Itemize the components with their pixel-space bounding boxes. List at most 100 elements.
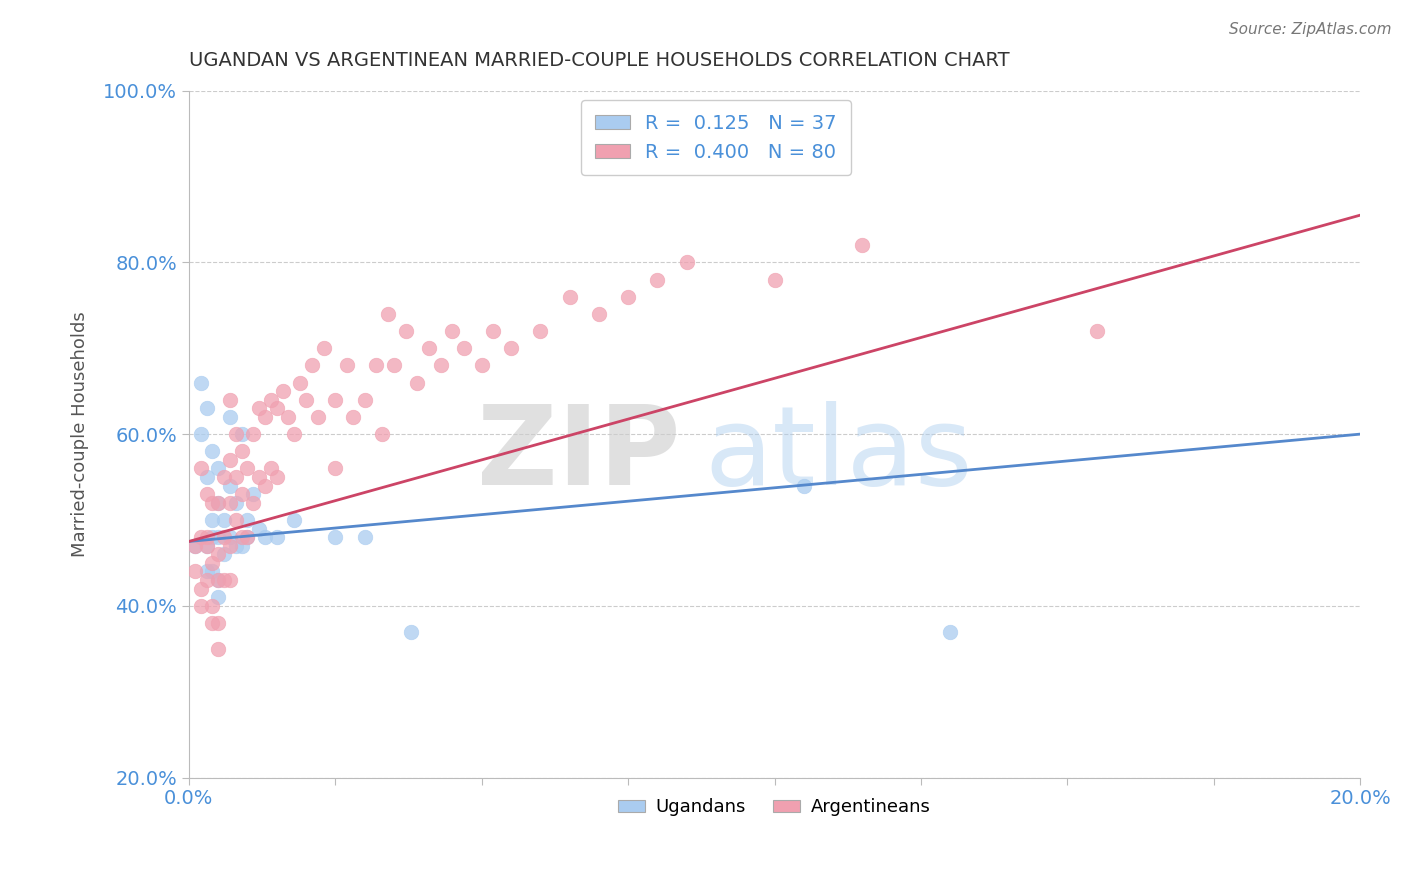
Point <box>236 530 259 544</box>
Point <box>212 470 235 484</box>
Point <box>242 496 264 510</box>
Point <box>207 641 229 656</box>
Point <box>366 359 388 373</box>
Point <box>207 591 229 605</box>
Point <box>184 539 207 553</box>
Point <box>675 255 697 269</box>
Point <box>190 461 212 475</box>
Point <box>201 565 224 579</box>
Point <box>254 478 277 492</box>
Point <box>371 427 394 442</box>
Point <box>201 496 224 510</box>
Point <box>336 359 359 373</box>
Point <box>529 324 551 338</box>
Point <box>190 582 212 596</box>
Point <box>353 392 375 407</box>
Point <box>325 461 347 475</box>
Point <box>195 470 218 484</box>
Point <box>353 530 375 544</box>
Point <box>588 307 610 321</box>
Point <box>219 409 242 424</box>
Point <box>184 539 207 553</box>
Point <box>195 573 218 587</box>
Point <box>851 238 873 252</box>
Point <box>247 401 270 416</box>
Point <box>207 615 229 630</box>
Point <box>207 547 229 561</box>
Point <box>190 599 212 613</box>
Point <box>647 272 669 286</box>
Point <box>394 324 416 338</box>
Point <box>195 401 218 416</box>
Point <box>201 513 224 527</box>
Point <box>212 547 235 561</box>
Point <box>219 392 242 407</box>
Point <box>195 565 218 579</box>
Point <box>207 530 229 544</box>
Point <box>382 359 405 373</box>
Point <box>207 496 229 510</box>
Point <box>939 624 962 639</box>
Point <box>254 409 277 424</box>
Text: Source: ZipAtlas.com: Source: ZipAtlas.com <box>1229 22 1392 37</box>
Point <box>247 522 270 536</box>
Point <box>242 427 264 442</box>
Point <box>195 487 218 501</box>
Point <box>441 324 464 338</box>
Point <box>231 427 253 442</box>
Point <box>266 401 288 416</box>
Point <box>225 513 247 527</box>
Point <box>793 478 815 492</box>
Point <box>219 539 242 553</box>
Point <box>212 573 235 587</box>
Point <box>225 496 247 510</box>
Point <box>207 573 229 587</box>
Point <box>482 324 505 338</box>
Point <box>207 573 229 587</box>
Legend: Ugandans, Argentineans: Ugandans, Argentineans <box>610 791 938 823</box>
Point <box>401 624 423 639</box>
Point <box>453 341 475 355</box>
Point <box>190 427 212 442</box>
Point <box>184 565 207 579</box>
Point <box>201 615 224 630</box>
Point <box>207 461 229 475</box>
Point <box>231 530 253 544</box>
Point <box>418 341 440 355</box>
Point <box>190 376 212 390</box>
Text: ZIP: ZIP <box>478 401 681 508</box>
Point <box>325 530 347 544</box>
Point <box>377 307 399 321</box>
Point <box>225 470 247 484</box>
Point <box>260 461 283 475</box>
Point <box>301 359 323 373</box>
Point <box>219 573 242 587</box>
Point <box>231 539 253 553</box>
Point <box>236 530 259 544</box>
Point <box>283 513 305 527</box>
Point <box>471 359 494 373</box>
Point <box>236 513 259 527</box>
Point <box>260 392 283 407</box>
Point <box>190 530 212 544</box>
Point <box>429 359 451 373</box>
Point <box>1085 324 1108 338</box>
Point <box>219 496 242 510</box>
Point <box>266 530 288 544</box>
Point <box>295 392 318 407</box>
Point <box>207 496 229 510</box>
Point <box>242 487 264 501</box>
Point <box>763 272 786 286</box>
Point <box>231 487 253 501</box>
Point <box>342 409 364 424</box>
Point <box>225 539 247 553</box>
Point <box>236 461 259 475</box>
Point <box>277 409 299 424</box>
Point <box>201 599 224 613</box>
Text: atlas: atlas <box>704 401 973 508</box>
Point <box>201 444 224 458</box>
Point <box>254 530 277 544</box>
Point <box>312 341 335 355</box>
Point <box>266 470 288 484</box>
Point <box>499 341 522 355</box>
